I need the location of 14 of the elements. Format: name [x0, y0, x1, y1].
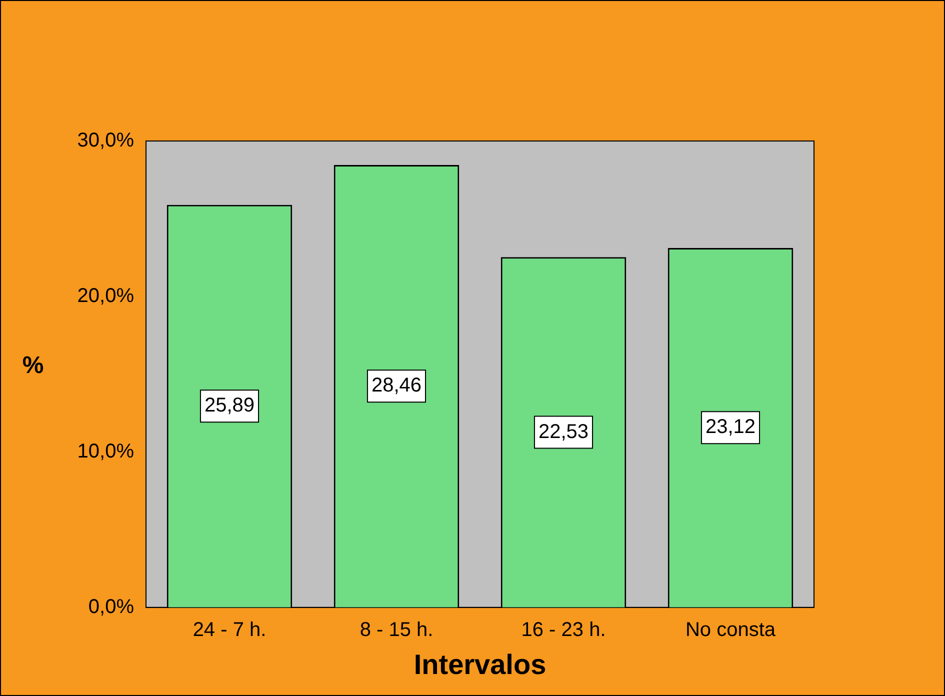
x-axis-title: Intervalos	[414, 648, 546, 680]
y-tick-label: 30,0%	[77, 130, 134, 152]
y-tick-label: 10,0%	[77, 440, 134, 462]
x-tick-label: 8 - 15 h.	[360, 618, 434, 641]
y-tick-label: 0,0%	[88, 596, 134, 618]
y-axis-title: %	[22, 352, 44, 379]
data-label: 23,12	[705, 416, 756, 438]
x-tick-label: 24 - 7 h.	[192, 618, 266, 641]
x-tick-label: No consta	[685, 618, 776, 641]
y-tick-label: 20,0%	[77, 284, 134, 307]
data-label: 25,89	[204, 394, 255, 417]
data-label: 22,53	[538, 420, 589, 443]
data-label: 28,46	[371, 374, 422, 397]
x-tick-label: 16 - 23 h.	[521, 618, 606, 641]
